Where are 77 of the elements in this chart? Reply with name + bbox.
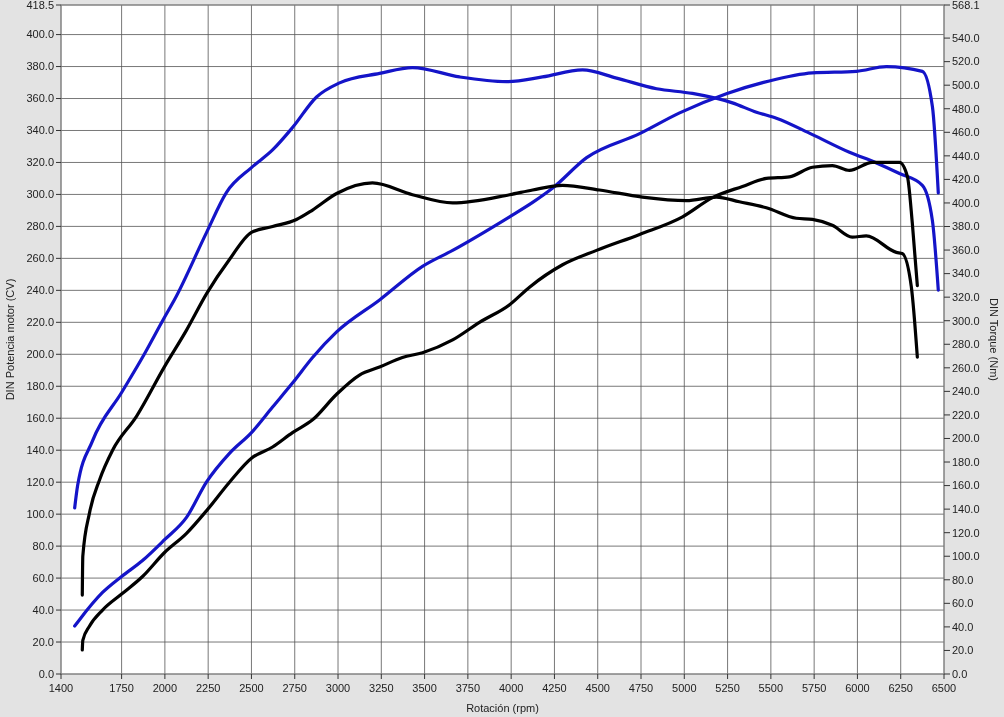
x-tick-label: 3250 [369, 682, 394, 694]
x-axis-title: Rotación (rpm) [466, 702, 539, 714]
x-tick-label: 5000 [672, 682, 697, 694]
y2-tick-label: 568.1 [952, 0, 980, 11]
x-tick-label: 4250 [542, 682, 567, 694]
y-tick-label: 200.0 [26, 348, 54, 361]
y-axis-title: DIN Potencia motor (CV) [4, 278, 16, 401]
x-tick-label: 3750 [455, 682, 481, 694]
y2-tick-label: 180.0 [952, 455, 980, 468]
y-tick-label: 260.0 [26, 252, 54, 265]
y2-tick-label: 480.0 [952, 102, 980, 115]
y-tick-label: 180.0 [26, 380, 54, 393]
y2-tick-label: 200.0 [952, 432, 980, 445]
y2-tick-label: 240.0 [952, 385, 980, 398]
y2-tick-label: 120.0 [952, 526, 980, 539]
x-tick-label: 5250 [715, 682, 740, 694]
y2-tick-label: 420.0 [952, 173, 980, 186]
y-tick-label: 380.0 [26, 60, 54, 73]
y-tick-label: 100.0 [26, 507, 54, 520]
y-tick-label: 140.0 [26, 444, 54, 457]
x-tick-label: 1750 [109, 682, 134, 694]
x-tick-label: 6250 [888, 682, 913, 694]
y-tick-label: 120.0 [26, 476, 54, 489]
x-tick-label: 3500 [412, 682, 437, 694]
y-tick-label: 360.0 [26, 92, 54, 105]
y2-tick-label: 140.0 [952, 502, 980, 515]
y2-tick-label: 100.0 [952, 550, 980, 563]
y2-tick-label: 20.0 [952, 644, 974, 657]
y-tick-label: 40.0 [32, 603, 54, 616]
y2-tick-label: 440.0 [952, 149, 980, 162]
y-tick-label: 20.0 [32, 635, 54, 648]
y-tick-label: 80.0 [32, 539, 54, 552]
x-tick-label: 4000 [498, 682, 524, 694]
x-tick-label: 5750 [801, 682, 827, 694]
y-tick-label: 240.0 [26, 284, 54, 297]
y2-tick-label: 400.0 [952, 196, 980, 209]
x-tick-label: 2750 [282, 682, 307, 694]
x-tick-label: 2500 [239, 682, 264, 694]
x-tick-label: 6000 [845, 682, 870, 694]
line-series [73, 64, 940, 628]
y2-tick-label: 540.0 [952, 31, 980, 44]
x-tick-label: 6500 [931, 682, 957, 694]
y-tick-label: 340.0 [26, 124, 54, 137]
y2-tick-label: 360.0 [952, 243, 980, 256]
y2-tick-label: 280.0 [952, 338, 980, 351]
y2-tick-label: 0.0 [952, 667, 968, 680]
y2-tick-label: 340.0 [952, 267, 980, 280]
y-tick-label: 60.0 [32, 571, 54, 584]
y2-axis-title: DIN Torque (Nm) [988, 298, 1000, 381]
y2-tick-label: 220.0 [952, 408, 980, 421]
y-tick-label: 160.0 [26, 412, 54, 425]
y2-tick-label: 80.0 [952, 573, 974, 586]
x-tick-label: 2250 [195, 682, 221, 694]
y2-tick-label: 40.0 [952, 620, 974, 633]
x-tick-label: 2000 [152, 682, 178, 694]
y2-tick-label: 500.0 [952, 79, 980, 92]
y-tick-label: 400.0 [26, 28, 54, 41]
y2-tick-label: 160.0 [952, 479, 980, 492]
y-tick-label: 300.0 [26, 188, 54, 201]
y-tick-label: 0.0 [38, 667, 54, 680]
y-tick-label: 220.0 [26, 316, 54, 329]
x-tick-label: 1400 [48, 682, 74, 694]
line-series [80, 160, 919, 652]
x-tick-label: 4750 [628, 682, 654, 694]
y-tick-label: 418.5 [26, 0, 54, 11]
y2-tick-label: 320.0 [952, 291, 980, 304]
y2-tick-label: 380.0 [952, 220, 980, 233]
y2-tick-label: 520.0 [952, 55, 980, 68]
y-tick-label: 320.0 [26, 156, 54, 169]
x-tick-label: 3000 [325, 682, 351, 694]
y-tick-label: 280.0 [26, 220, 54, 233]
y2-tick-label: 300.0 [952, 314, 980, 327]
y2-tick-label: 60.0 [952, 597, 974, 610]
x-tick-label: 5500 [758, 682, 784, 694]
x-tick-label: 4500 [585, 682, 610, 694]
y2-tick-label: 460.0 [952, 126, 980, 139]
y2-tick-label: 260.0 [952, 361, 980, 374]
